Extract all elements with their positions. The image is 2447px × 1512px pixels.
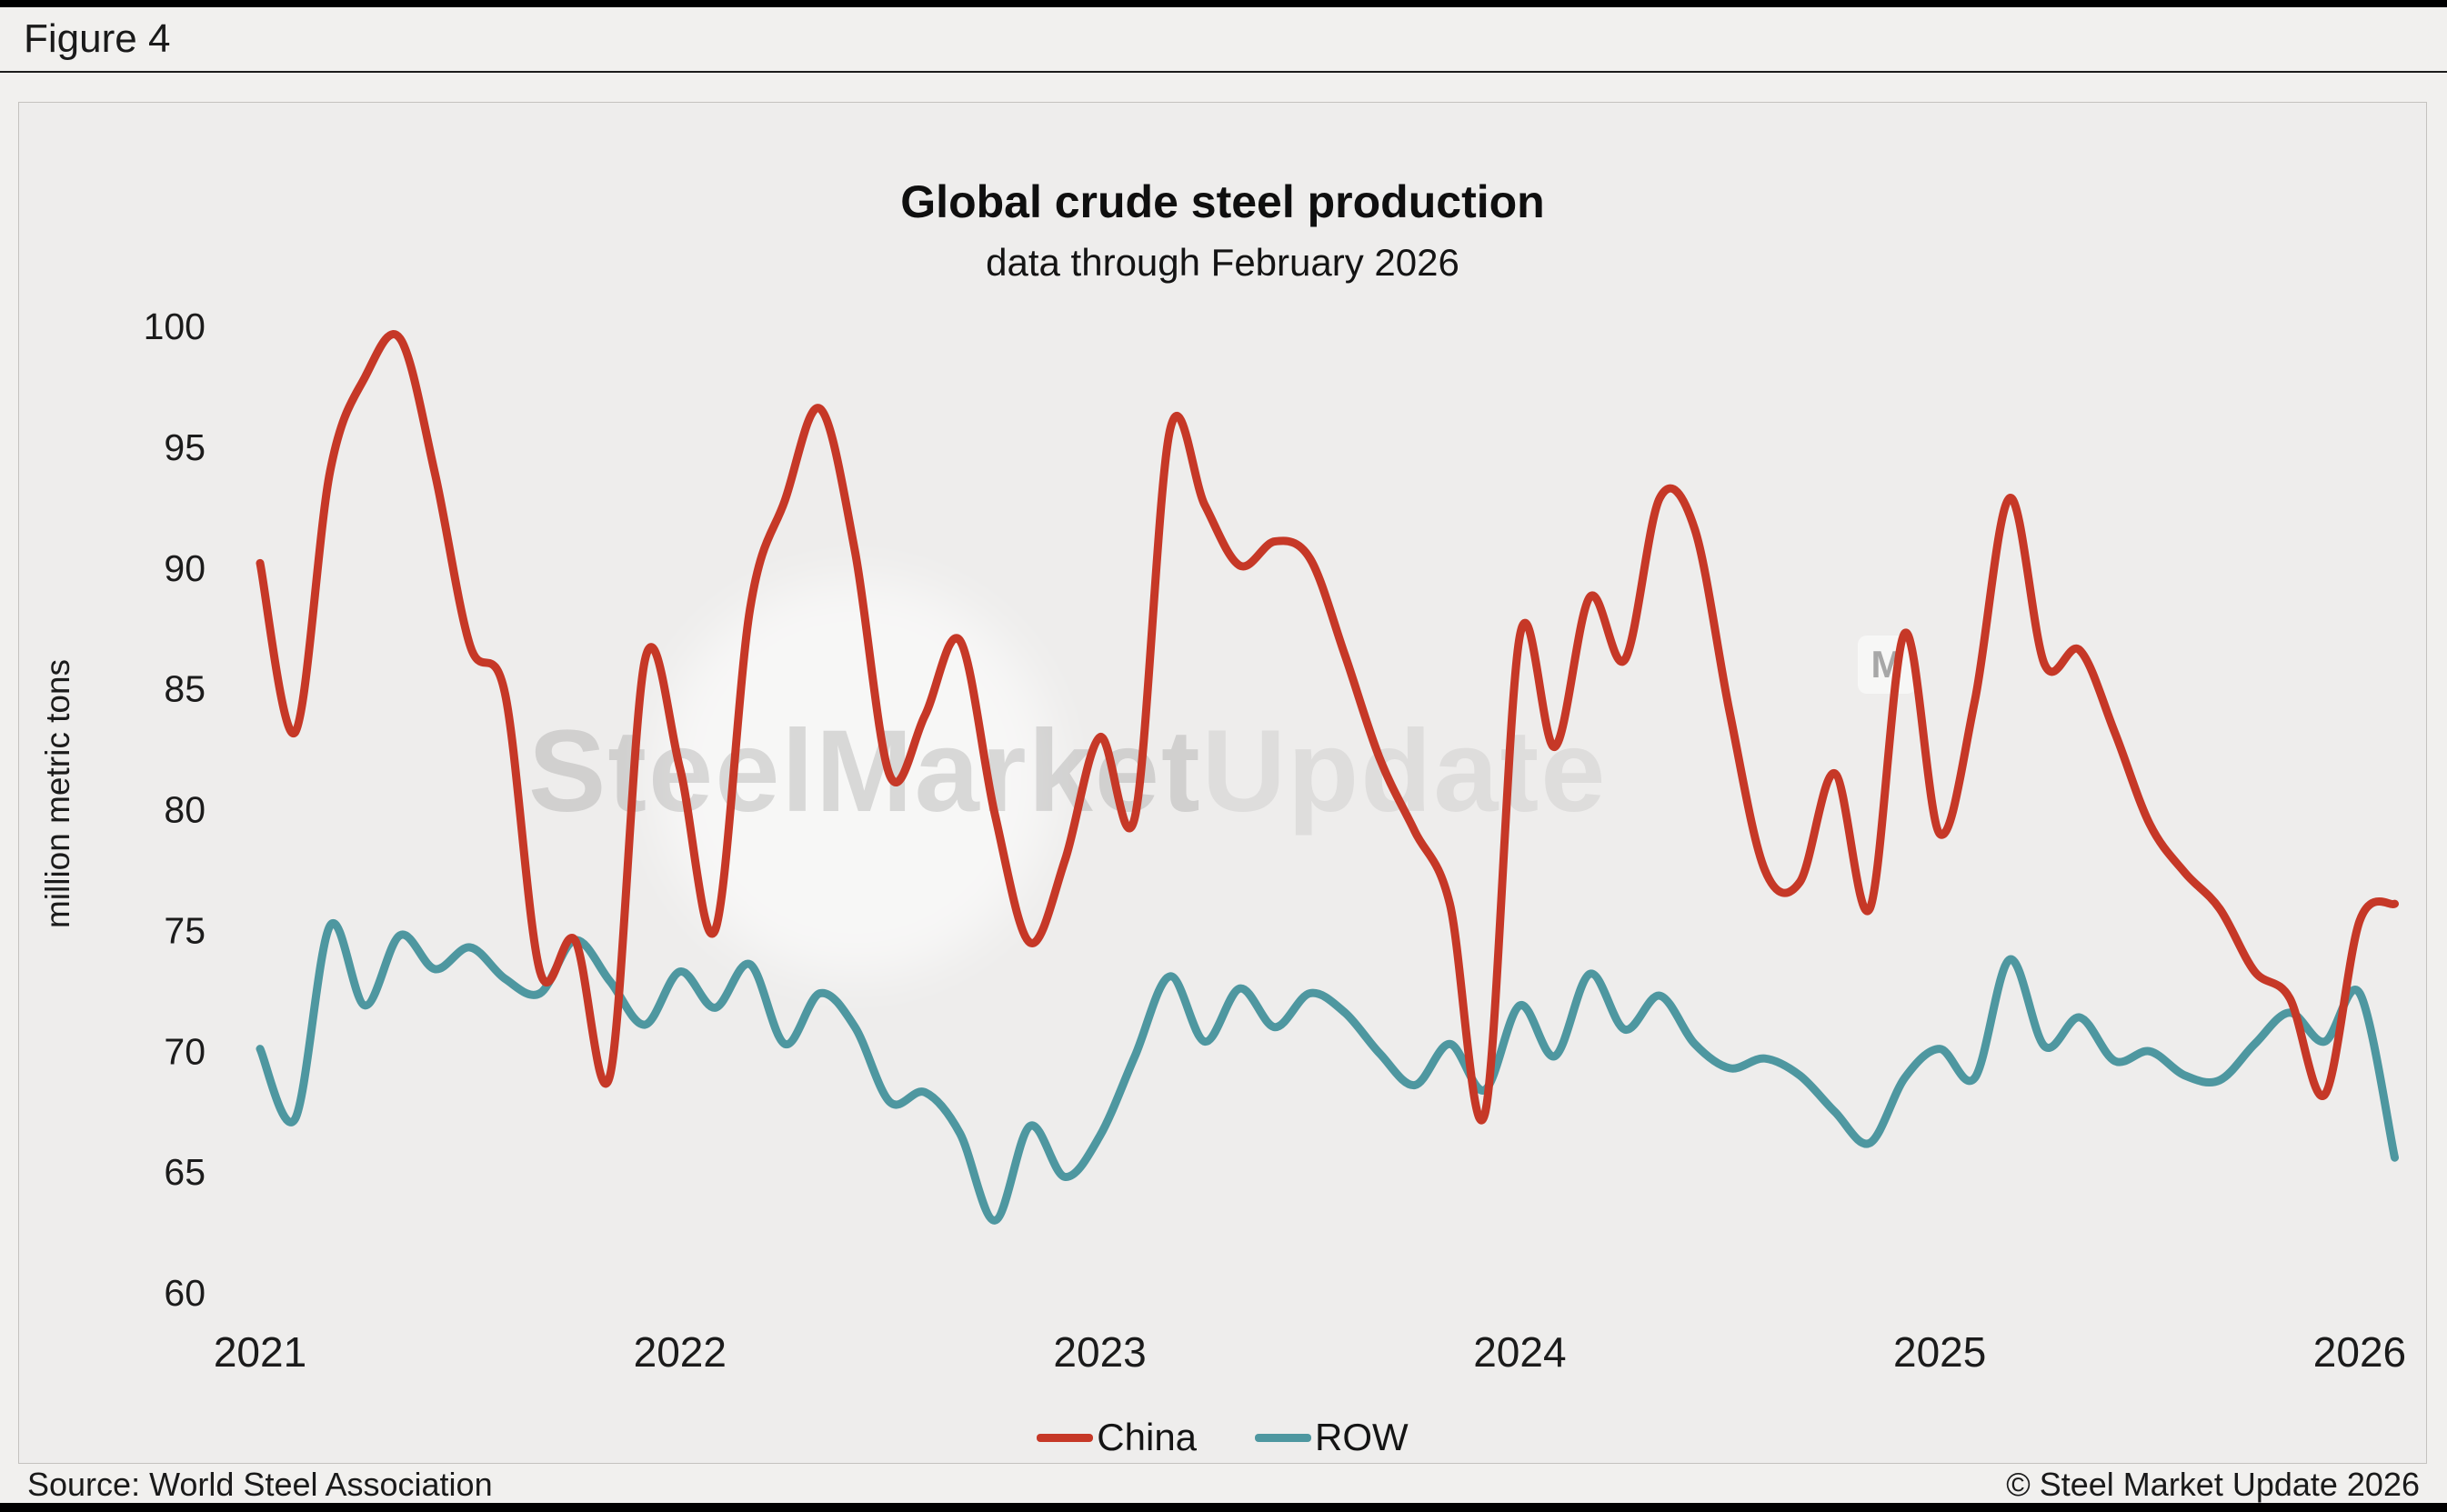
x-tick-label: 2022 — [634, 1328, 727, 1376]
chart-title: Global crude steel production — [900, 176, 1545, 227]
legend-item-china: China — [1037, 1416, 1197, 1459]
legend-label-row: ROW — [1315, 1416, 1409, 1458]
chart-subtitle: data through February 2026 — [986, 241, 1459, 284]
source-credit: Source: World Steel Association — [27, 1466, 493, 1503]
y-tick-label: 60 — [164, 1272, 206, 1314]
y-tick-label: 95 — [164, 426, 206, 468]
y-tick-label: 70 — [164, 1030, 206, 1072]
x-tick-label: 2024 — [1473, 1328, 1566, 1376]
china-line — [256, 330, 2399, 1125]
y-tick-label: 85 — [164, 668, 206, 710]
x-tick-label: 2025 — [1893, 1328, 1986, 1376]
china-line-swatch — [1037, 1433, 1094, 1442]
figure-label: Figure 4 — [24, 16, 171, 61]
chart-panel: SteelMarketUpdate M 100 95 90 85 80 75 70 65 60 2… — [18, 102, 2427, 1464]
copyright-credit: © Steel Market Update 2026 — [2006, 1466, 2420, 1503]
chart-legend: China ROW — [19, 1414, 2426, 1461]
top-border-bar — [0, 0, 2447, 7]
row-line-swatch — [1255, 1433, 1312, 1442]
y-tick-label: 65 — [164, 1151, 206, 1193]
y-tick-label: 80 — [164, 789, 206, 831]
y-tick-label: 75 — [164, 909, 206, 951]
y-tick-label: 100 — [144, 305, 206, 347]
y-tick-label: 90 — [164, 547, 206, 589]
x-tick-label: 2026 — [2313, 1328, 2406, 1376]
x-tick-label: 2021 — [214, 1328, 306, 1376]
legend-label-china: China — [1097, 1416, 1198, 1458]
legend-item-row: ROW — [1255, 1416, 1409, 1459]
bottom-border-bar — [0, 1503, 2447, 1512]
figure-header: Figure 4 — [0, 7, 2447, 73]
row-line — [256, 918, 2399, 1225]
y-axis-label: million metric tons — [39, 659, 76, 928]
x-tick-label: 2023 — [1053, 1328, 1146, 1376]
footer: Source: World Steel Association © Steel … — [0, 1466, 2447, 1504]
